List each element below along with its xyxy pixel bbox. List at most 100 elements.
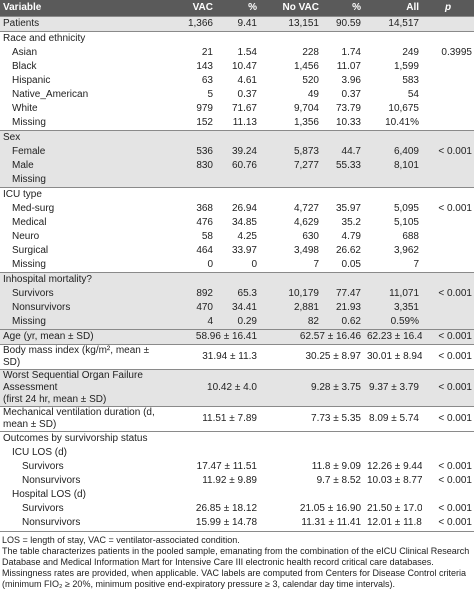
cell: 9.41 bbox=[216, 16, 260, 32]
cell: 1.54 bbox=[237, 47, 257, 58]
cell: 0 bbox=[251, 259, 257, 270]
section-heading: Race and ethnicity bbox=[0, 31, 474, 46]
table-row: Body mass index (kg/m², mean ± SD) 31.94 … bbox=[0, 344, 474, 370]
cell: 7 bbox=[313, 259, 319, 270]
cell: 470 bbox=[158, 301, 216, 315]
row-label: Missing bbox=[0, 173, 158, 188]
empty-cell bbox=[158, 173, 216, 188]
cell: 54 bbox=[407, 89, 419, 100]
cell: 21.05 ± 16.90 bbox=[299, 503, 361, 514]
header-row: Variable VAC% No VAC% All p bbox=[0, 0, 474, 17]
cell: 830 bbox=[158, 159, 216, 173]
table-row: Survivors 892 65.3 10,179 77.47 11,071 < 0.001 bbox=[0, 287, 474, 301]
cell: < 0.001 bbox=[422, 406, 474, 432]
table-row: Medical 476 34.85 4,629 35.2 5,105 bbox=[0, 216, 474, 230]
table-row: Male 830 60.76 7,277 55.33 8,101 bbox=[0, 159, 474, 173]
row-label: Nonsurvivors bbox=[0, 301, 158, 315]
table-row: Missing bbox=[0, 173, 474, 188]
table-row: Missing 0 0 7 0.05 7 bbox=[0, 258, 474, 273]
row-label: Survivors bbox=[22, 503, 64, 514]
cell: 4.79 bbox=[341, 231, 361, 242]
column-header: p bbox=[422, 0, 474, 17]
cell: 583 bbox=[402, 75, 419, 86]
section-heading: Outcomes by survivorship status bbox=[0, 431, 474, 446]
cell: 21.93 bbox=[322, 301, 364, 315]
cell: 55.33 bbox=[322, 159, 364, 173]
cell: 4.61 bbox=[237, 75, 257, 86]
table-row: Missing 152 11.13 1,356 10.33 10.41% bbox=[0, 116, 474, 131]
cell: < 0.001 bbox=[422, 329, 474, 345]
cell: 7 bbox=[413, 259, 419, 270]
table-row: Survivors 26.85 ± 18.12 21.05 ± 16.90 21.50… bbox=[0, 502, 474, 516]
row-label: Missing bbox=[12, 117, 46, 128]
cell: 26.94 bbox=[231, 203, 257, 214]
cell: 4.25 bbox=[237, 231, 257, 242]
empty-cell bbox=[422, 216, 474, 230]
table-row: Black 143 10.47 1,456 11.07 1,599 bbox=[0, 60, 474, 74]
cell: 15.99 ± 14.78 bbox=[195, 517, 257, 528]
row-label: Med-surg bbox=[12, 203, 55, 214]
table-row: Asian 21 1.54 228 1.74 249 0.3995 bbox=[0, 46, 474, 60]
table-row: Native_American 5 0.37 49 0.37 54 bbox=[0, 88, 474, 102]
cell: 1,456 bbox=[293, 61, 319, 72]
empty-cell bbox=[422, 102, 474, 116]
table-row: Patients 1,366 9.41 13,151 90.59 14,517 bbox=[0, 16, 474, 32]
row-label: Asian bbox=[12, 47, 38, 58]
row-label: Medical bbox=[12, 217, 47, 228]
cell: 0.37 bbox=[341, 89, 361, 100]
table-row: Inhospital mortality? bbox=[0, 272, 474, 287]
cell: 30.25 ± 8.97 bbox=[260, 344, 364, 370]
empty-cell bbox=[422, 301, 474, 315]
section-heading: Inhospital mortality? bbox=[0, 272, 474, 287]
cell: 10,179 bbox=[260, 287, 322, 301]
cell: 34.41 bbox=[216, 301, 260, 315]
cell: 892 bbox=[158, 287, 216, 301]
row-label: Patients bbox=[0, 16, 158, 32]
cell: 8.09 ± 5.74 bbox=[364, 406, 422, 432]
cell: 1,356 bbox=[293, 117, 319, 128]
empty-cell bbox=[216, 173, 260, 188]
cell: 13,151 bbox=[260, 16, 322, 32]
footnotes: LOS = length of stay, VAC = ventilator-a… bbox=[0, 531, 474, 590]
cell: 476 bbox=[196, 217, 213, 228]
cell: 2,881 bbox=[260, 301, 322, 315]
empty-cell bbox=[422, 244, 474, 258]
row-label: Mechanical ventilation duration (d, mean… bbox=[0, 406, 158, 432]
section-heading: Sex bbox=[0, 130, 474, 145]
cell: 5,105 bbox=[393, 217, 419, 228]
table-row: Outcomes by survivorship status bbox=[0, 431, 474, 446]
table-row: Missing 4 0.29 82 0.62 0.59% bbox=[0, 315, 474, 330]
cell: 11,071 bbox=[364, 287, 422, 301]
cell: 58.96 ± 16.41 bbox=[158, 329, 260, 345]
cell: 10,675 bbox=[388, 103, 419, 114]
table-body: Patients 1,366 9.41 13,151 90.59 14,517 Race a… bbox=[0, 16, 474, 531]
row-label: Body mass index (kg/m², mean ± SD) bbox=[0, 344, 158, 370]
cell: 0.59% bbox=[364, 315, 422, 330]
cell: 44.7 bbox=[322, 145, 364, 159]
cell: 9.28 ± 3.75 bbox=[260, 369, 364, 407]
cell: 4 bbox=[158, 315, 216, 330]
table-row: Nonsurvivors 15.99 ± 14.78 11.31 ± 11.41 12… bbox=[0, 516, 474, 530]
empty-cell bbox=[322, 173, 364, 188]
column-header: % bbox=[322, 0, 364, 17]
cell: 464 bbox=[196, 245, 213, 256]
row-label: Hispanic bbox=[12, 75, 51, 86]
column-header: % bbox=[216, 0, 260, 17]
cell: 5,095 bbox=[393, 203, 419, 214]
footnote: LOS = length of stay, VAC = ventilator-a… bbox=[2, 535, 240, 545]
cell: 11.13 bbox=[232, 117, 257, 128]
row-label: White bbox=[12, 103, 38, 114]
table-row: Sex bbox=[0, 130, 474, 145]
table-row: Nonsurvivors 11.92 ± 9.89 9.7 ± 8.52 10.03 … bbox=[0, 474, 474, 488]
cell: 6,409 bbox=[364, 145, 422, 159]
cell: 58 bbox=[201, 231, 213, 242]
cell: 536 bbox=[158, 145, 216, 159]
cell: 1,366 bbox=[158, 16, 216, 32]
cell: 0.05 bbox=[341, 259, 361, 270]
row-label: Missing bbox=[0, 315, 158, 330]
cell: 71.67 bbox=[231, 103, 257, 114]
empty-cell bbox=[422, 116, 474, 131]
row-label: Surgical bbox=[12, 245, 49, 256]
cell: 10.03 ± 8.77 bbox=[367, 475, 422, 486]
column-header: No VAC bbox=[260, 0, 322, 17]
